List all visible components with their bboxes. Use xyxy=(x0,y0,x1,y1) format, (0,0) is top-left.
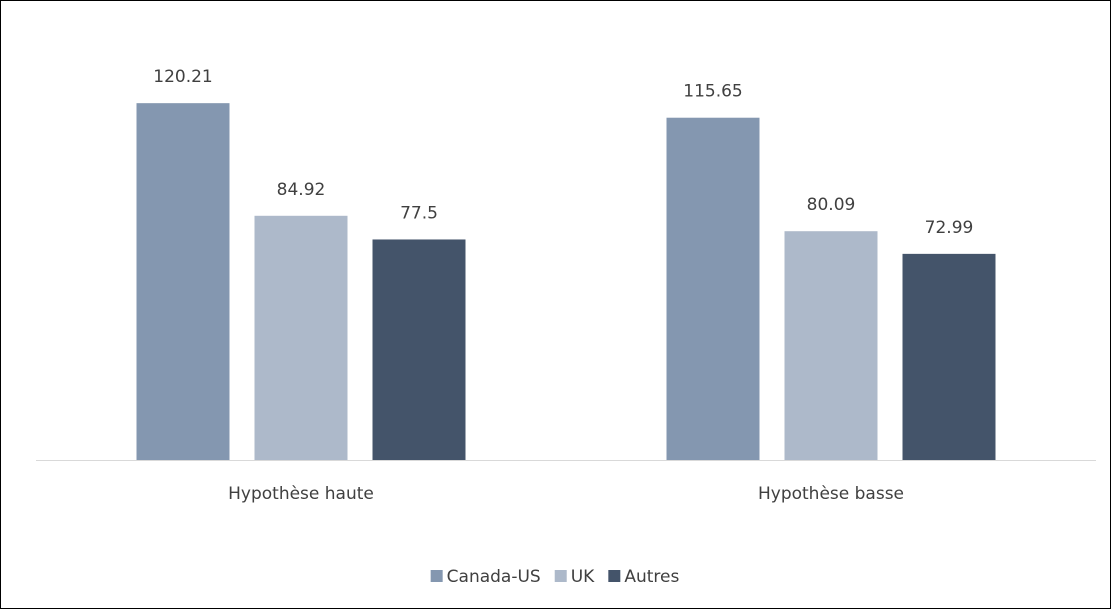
data-label: 120.21 xyxy=(153,67,212,87)
bar xyxy=(666,117,760,460)
bar xyxy=(902,253,996,460)
data-label: 72.99 xyxy=(925,218,974,238)
legend-swatch xyxy=(430,570,443,582)
data-label: 77.5 xyxy=(400,203,438,223)
bar xyxy=(254,215,348,460)
bar xyxy=(372,239,466,460)
x-tick-label: Hypothèse haute xyxy=(228,484,374,504)
data-label: 80.09 xyxy=(807,195,856,215)
legend-label: UK xyxy=(571,567,595,587)
legend-label: Canada-US xyxy=(447,567,541,587)
data-label: 115.65 xyxy=(683,82,742,102)
legend-label: Autres xyxy=(624,567,679,587)
legend-swatch xyxy=(554,570,567,582)
data-label: 84.92 xyxy=(277,180,326,200)
bar xyxy=(136,103,230,460)
legend-swatch xyxy=(608,570,621,582)
bar xyxy=(784,231,878,460)
x-tick-label: Hypothèse basse xyxy=(758,484,904,504)
